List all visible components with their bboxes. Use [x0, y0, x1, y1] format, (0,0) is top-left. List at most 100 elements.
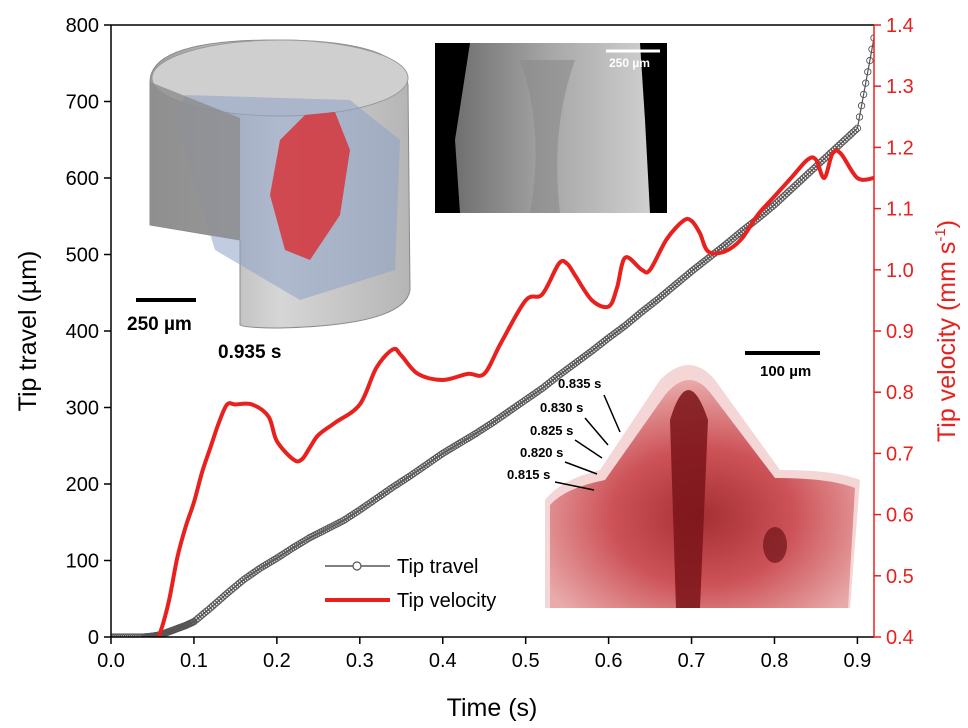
tip-travel-point — [849, 128, 857, 136]
tip-travel-point — [799, 174, 808, 182]
tip-travel-point — [839, 138, 847, 146]
tip-travel-point — [862, 79, 870, 87]
y-left-tick-label: 300 — [66, 398, 99, 420]
ticks-layer: 0.0 0.1 0.2 0.3 0.4 0.5 0.6 0.7 0.8 0.9 0 100 200 300… — [66, 15, 914, 672]
tip-time-label: 0.820 s — [520, 445, 563, 460]
tip-travel-point — [779, 193, 787, 201]
tip-travel-point — [215, 597, 223, 605]
arrow-line — [603, 394, 621, 433]
legend-label-tip-travel: Tip travel — [397, 556, 479, 578]
tip-travel-point — [204, 606, 213, 614]
tip-travel-point — [470, 431, 478, 439]
tip-travel-point — [772, 199, 781, 207]
tip-travel-point — [439, 449, 447, 458]
y-right-tick-label: 1.0 — [886, 260, 914, 282]
tip-travel-point — [806, 168, 814, 176]
x-tick-label: 0.2 — [263, 650, 291, 672]
tip-travel-point — [843, 134, 851, 142]
tip-travel-point — [785, 187, 793, 196]
tip-travel-point — [810, 164, 818, 173]
tip-travel-point — [256, 564, 264, 572]
tip-travel-point — [291, 542, 300, 550]
volume-render-inset — [149, 39, 411, 329]
tip-travel-point — [466, 433, 474, 441]
tip-travel-point — [208, 602, 217, 610]
arrow-line — [564, 461, 598, 475]
tip-travel-point — [808, 166, 816, 175]
legend-marker-tip-travel — [352, 561, 362, 571]
y-left-tick-label: 700 — [66, 92, 99, 114]
tip-travel-point — [845, 132, 853, 140]
y-left-tick-label: 0 — [88, 627, 99, 649]
arrow-line — [574, 439, 603, 459]
legend: Tip travel Tip velocity — [325, 556, 496, 612]
tip-travel-point — [774, 197, 783, 205]
tip-travel-point — [866, 56, 874, 65]
tip-time-label: 0.815 s — [507, 467, 550, 482]
y-right-tick-label: 0.5 — [886, 566, 914, 588]
x-tick-label: 0.3 — [346, 650, 374, 672]
tip-time-label: 0.830 s — [540, 400, 583, 415]
volume-time-label: 0.935 s — [218, 342, 281, 363]
y-right-title-main: Tip velocity (mm s — [933, 242, 961, 442]
tip-travel-point — [791, 181, 799, 190]
tip-travel-point — [864, 68, 872, 76]
tip-travel-point — [461, 436, 470, 444]
tip-travel-point — [804, 170, 812, 178]
tip-travel-point — [835, 141, 843, 150]
tip-travel-point — [445, 446, 453, 454]
x-tick-label: 0.5 — [512, 650, 540, 672]
tip-travel-point — [219, 593, 227, 601]
tip-travel-point — [855, 113, 864, 121]
tip-travel-point — [857, 102, 866, 110]
tip-travel-point — [266, 558, 275, 566]
tip-travel-point — [217, 595, 225, 603]
tip-travel-point — [783, 189, 791, 197]
tip-travel-point — [441, 448, 449, 456]
tip-overlay-inset — [545, 351, 860, 608]
x-tick-label: 0.1 — [180, 650, 208, 672]
tip-travel-point — [847, 130, 855, 138]
y-right-title-tail: ) — [933, 220, 961, 228]
tip-travel-point — [264, 559, 273, 567]
tip-travel-point — [463, 434, 472, 443]
tip-travel-point — [837, 139, 845, 148]
y-right-tick-label: 0.8 — [886, 382, 914, 404]
xray-slice-inset — [435, 43, 667, 213]
tip-travel-point — [468, 432, 476, 440]
y-left-tick-label: 800 — [66, 15, 99, 37]
tip-travel-point — [269, 557, 277, 565]
xray-scale-label: 250 µm — [609, 56, 650, 70]
x-axis-title: Time (s) — [447, 694, 538, 722]
tip-travel-point — [287, 545, 296, 553]
tip-travel-point — [296, 540, 304, 548]
y-left-axis-title: Tip travel (µm) — [14, 251, 42, 412]
tip-travel-point — [289, 543, 298, 552]
tip-time-label: 0.825 s — [530, 423, 573, 438]
tip-time-label: 0.835 s — [558, 376, 601, 391]
tip-travel-point — [447, 444, 455, 453]
y-left-tick-label: 400 — [66, 321, 99, 343]
tip-travel-point — [777, 195, 785, 203]
x-tick-label: 0.7 — [678, 650, 706, 672]
y-right-title-sup: -1 — [932, 228, 949, 241]
tip-travel-point — [258, 563, 267, 571]
tip-travel-point — [770, 201, 779, 209]
tip-travel-point — [768, 202, 777, 211]
y-right-tick-label: 1.2 — [886, 137, 914, 159]
tip-travel-point — [206, 604, 215, 612]
y-right-tick-label: 0.7 — [886, 443, 914, 465]
y-left-tick-label: 600 — [66, 168, 99, 190]
y-right-tick-label: 1.1 — [886, 199, 914, 221]
tip-travel-point — [801, 172, 810, 180]
tip-travel-point — [221, 591, 229, 599]
tip-travel-point — [213, 598, 221, 607]
y-left-tick-label: 100 — [66, 551, 99, 573]
tip-time-labels: 0.835 s 0.830 s 0.825 s 0.820 s 0.815 s — [507, 376, 621, 491]
tip-travel-point — [797, 176, 806, 184]
tip-travel-point — [304, 535, 312, 543]
arrow-line — [554, 481, 595, 491]
tip-travel-point — [820, 155, 828, 163]
tip-travel-point — [795, 178, 804, 186]
